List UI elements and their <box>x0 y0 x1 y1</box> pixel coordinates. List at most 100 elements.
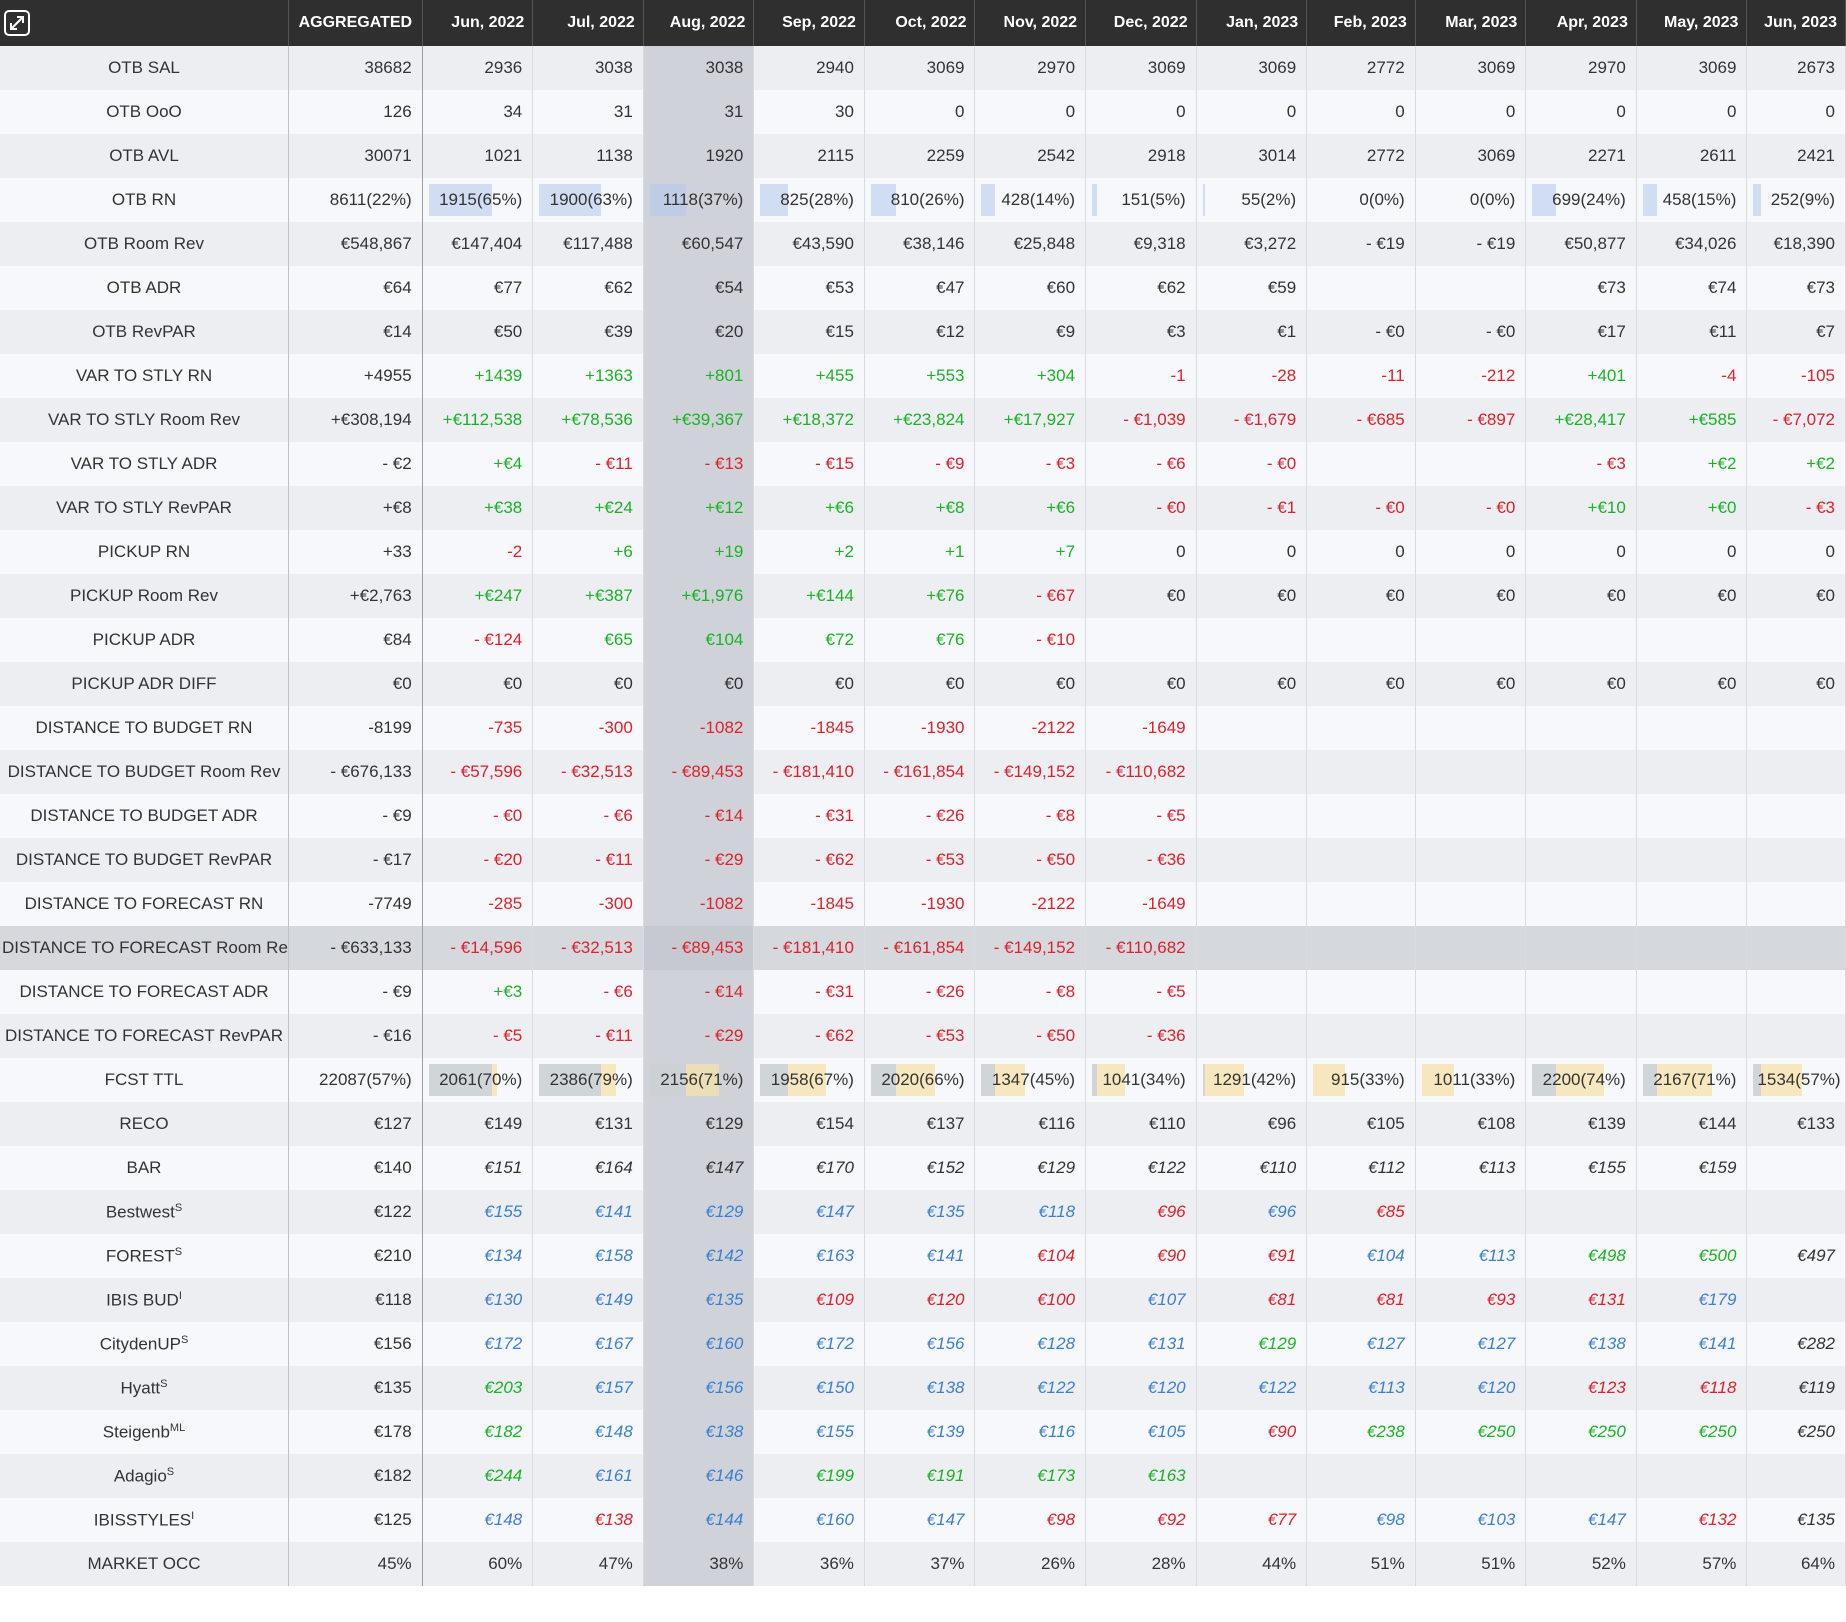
month-cell[interactable]: +€144 <box>753 574 865 618</box>
month-cell[interactable]: €158 <box>532 1234 644 1278</box>
month-cell[interactable] <box>1196 926 1308 970</box>
month-cell[interactable]: -1930 <box>864 882 976 926</box>
month-cell[interactable]: -300 <box>532 882 644 926</box>
month-cell[interactable]: €250 <box>1636 1410 1748 1454</box>
month-cell[interactable]: €90 <box>1085 1234 1197 1278</box>
month-cell[interactable]: - €53 <box>864 838 976 882</box>
month-cell[interactable]: €498 <box>1525 1234 1637 1278</box>
month-cell[interactable]: - €10 <box>974 618 1087 662</box>
month-cell[interactable]: - €6 <box>532 970 644 1014</box>
month-cell[interactable]: €179 <box>1636 1278 1748 1322</box>
month-header[interactable]: May, 2023 <box>1636 0 1748 46</box>
month-cell[interactable]: - €31 <box>753 970 865 1014</box>
month-cell[interactable]: 1915(65%) <box>422 178 534 222</box>
month-cell[interactable]: -1082 <box>643 706 755 750</box>
month-cell[interactable]: - €3 <box>1746 486 1846 530</box>
month-cell[interactable]: - €14,596 <box>422 926 534 970</box>
month-cell[interactable]: 34 <box>422 90 534 134</box>
month-cell[interactable]: - €19 <box>1306 222 1416 266</box>
month-cell[interactable] <box>1306 1454 1416 1498</box>
month-cell[interactable]: 1958(67%) <box>753 1058 865 1102</box>
month-cell[interactable]: €73 <box>1525 266 1637 310</box>
month-cell[interactable]: €92 <box>1085 1498 1197 1542</box>
month-cell[interactable]: 2020(66%) <box>864 1058 976 1102</box>
month-cell[interactable]: €120 <box>864 1278 976 1322</box>
month-cell[interactable] <box>1415 750 1527 794</box>
month-cell[interactable] <box>1746 1014 1846 1058</box>
month-cell[interactable]: €131 <box>1525 1278 1637 1322</box>
month-cell[interactable]: - €20 <box>422 838 534 882</box>
month-cell[interactable] <box>1636 750 1748 794</box>
month-cell[interactable]: 825(28%) <box>753 178 865 222</box>
month-cell[interactable]: +€17,927 <box>974 398 1087 442</box>
month-cell[interactable]: 2940 <box>753 46 865 90</box>
month-cell[interactable]: €112 <box>1306 1146 1416 1190</box>
month-cell[interactable] <box>1746 706 1846 750</box>
month-header[interactable]: Sep, 2022 <box>753 0 865 46</box>
month-cell[interactable]: €148 <box>532 1410 644 1454</box>
month-cell[interactable]: €144 <box>1636 1102 1748 1146</box>
month-cell[interactable]: 0 <box>1525 90 1637 134</box>
month-cell[interactable]: €60 <box>974 266 1087 310</box>
month-cell[interactable]: 3069 <box>1636 46 1748 90</box>
month-cell[interactable] <box>1525 750 1637 794</box>
month-cell[interactable]: €138 <box>532 1498 644 1542</box>
month-cell[interactable]: €0 <box>1636 574 1748 618</box>
month-cell[interactable]: €110 <box>1196 1146 1308 1190</box>
month-cell[interactable] <box>1525 1190 1637 1234</box>
month-cell[interactable]: - €3 <box>1525 442 1637 486</box>
month-cell[interactable] <box>1525 794 1637 838</box>
month-cell[interactable]: - €26 <box>864 970 976 1014</box>
month-cell[interactable]: 0 <box>1636 530 1748 574</box>
month-cell[interactable]: - €5 <box>1085 970 1197 1014</box>
month-cell[interactable]: - €26 <box>864 794 976 838</box>
month-cell[interactable]: -1649 <box>1085 882 1197 926</box>
month-cell[interactable]: €0 <box>1636 662 1748 706</box>
month-cell[interactable]: 1021 <box>422 134 534 178</box>
month-cell[interactable]: €122 <box>974 1366 1087 1410</box>
month-cell[interactable]: 47% <box>532 1542 644 1586</box>
month-cell[interactable]: - €149,152 <box>974 750 1087 794</box>
month-cell[interactable]: €122 <box>1196 1366 1308 1410</box>
month-cell[interactable] <box>1196 882 1308 926</box>
month-cell[interactable]: - €36 <box>1085 838 1197 882</box>
month-cell[interactable]: 2259 <box>864 134 976 178</box>
month-cell[interactable]: - €29 <box>643 1014 755 1058</box>
month-cell[interactable]: €0 <box>1196 662 1308 706</box>
month-cell[interactable]: - €11 <box>532 1014 644 1058</box>
month-cell[interactable]: €167 <box>532 1322 644 1366</box>
month-cell[interactable] <box>1746 1146 1846 1190</box>
month-cell[interactable]: -1930 <box>864 706 976 750</box>
month-cell[interactable]: €129 <box>974 1146 1087 1190</box>
month-cell[interactable]: - €685 <box>1306 398 1416 442</box>
month-cell[interactable]: - €29 <box>643 838 755 882</box>
month-cell[interactable]: 0 <box>1306 530 1416 574</box>
month-cell[interactable]: €141 <box>1636 1322 1748 1366</box>
month-cell[interactable]: €156 <box>643 1366 755 1410</box>
month-cell[interactable]: €244 <box>422 1454 534 1498</box>
month-cell[interactable]: 1291(42%) <box>1196 1058 1308 1102</box>
month-cell[interactable] <box>1746 794 1846 838</box>
month-cell[interactable]: €191 <box>864 1454 976 1498</box>
month-cell[interactable]: €127 <box>1415 1322 1527 1366</box>
month-cell[interactable]: €0 <box>1746 574 1846 618</box>
month-cell[interactable]: 1534(57%) <box>1746 1058 1846 1102</box>
month-cell[interactable]: €138 <box>1525 1322 1637 1366</box>
month-cell[interactable]: 0(0%) <box>1415 178 1527 222</box>
month-cell[interactable]: 151(5%) <box>1085 178 1197 222</box>
month-cell[interactable]: €104 <box>974 1234 1087 1278</box>
month-cell[interactable]: - €0 <box>1415 310 1527 354</box>
month-cell[interactable]: - €11 <box>532 442 644 486</box>
month-cell[interactable]: €172 <box>753 1322 865 1366</box>
month-cell[interactable]: +€387 <box>532 574 644 618</box>
month-cell[interactable]: 3038 <box>532 46 644 90</box>
month-cell[interactable]: -105 <box>1746 354 1846 398</box>
month-cell[interactable]: €15 <box>753 310 865 354</box>
month-cell[interactable]: - €1,039 <box>1085 398 1197 442</box>
month-cell[interactable]: €96 <box>1085 1190 1197 1234</box>
month-cell[interactable]: €151 <box>422 1146 534 1190</box>
month-cell[interactable]: €11 <box>1636 310 1748 354</box>
month-cell[interactable]: 0 <box>1415 90 1527 134</box>
month-cell[interactable]: 810(26%) <box>864 178 976 222</box>
month-cell[interactable] <box>1085 618 1197 662</box>
